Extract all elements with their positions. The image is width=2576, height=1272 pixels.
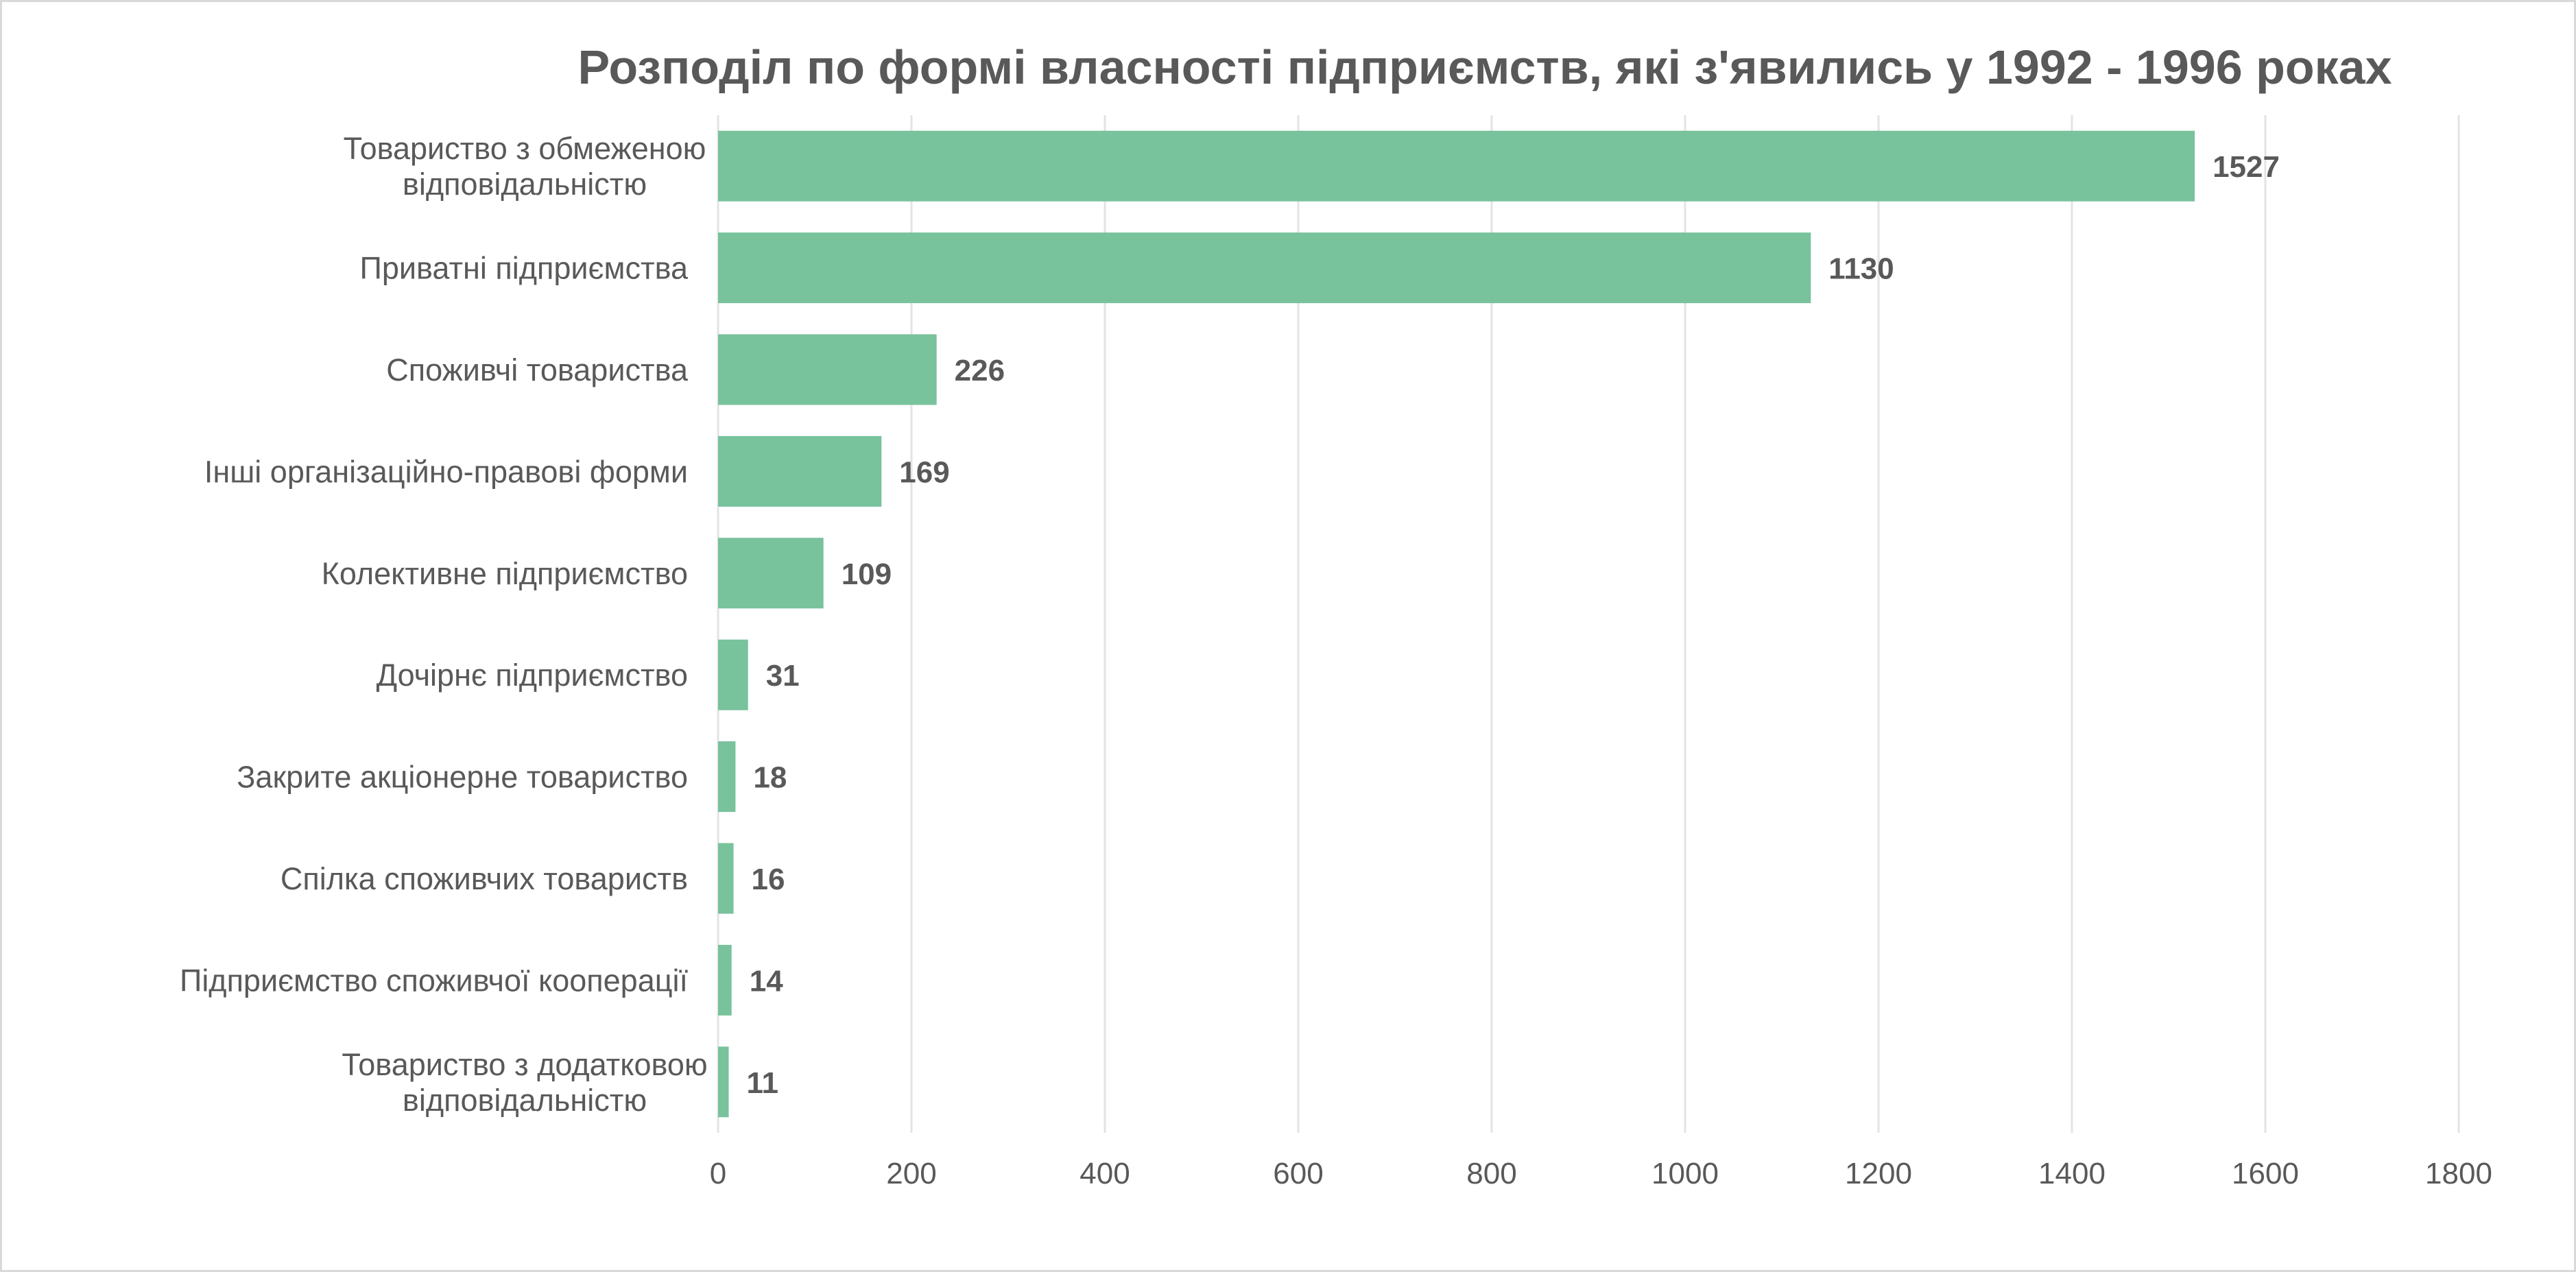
category-label: Підприємство споживчої кооперації: [180, 963, 689, 998]
category-label: Закрите акціонерне товариство: [237, 760, 688, 795]
data-labels: 1527 1130 226 169 109 31 18 16 14 11: [747, 150, 2280, 1100]
bar: [718, 130, 2195, 202]
data-label: 226: [955, 354, 1005, 387]
data-label: 109: [842, 557, 892, 591]
category-label: Колективне підприємство: [322, 556, 688, 591]
category-label: Споживчі товариства: [386, 352, 689, 387]
chart-title: Розподіл по формі власності підприємств,…: [577, 40, 2392, 94]
x-tick-label: 200: [886, 1157, 936, 1190]
category-label: Приватні підприємства: [360, 251, 689, 286]
data-label: 169: [899, 455, 949, 489]
category-label: Дочірнє підприємство: [377, 658, 688, 693]
data-label: 14: [750, 964, 783, 998]
bar: [718, 639, 748, 710]
x-tick-label: 800: [1466, 1157, 1516, 1190]
category-label: Інші організаційно-правові форми: [204, 454, 688, 489]
bar: [718, 334, 937, 405]
bar: [718, 741, 736, 813]
x-tick-label: 1200: [1845, 1157, 1912, 1190]
bar: [718, 1046, 729, 1118]
data-label: 18: [753, 761, 787, 795]
x-tick-label: 1000: [1651, 1157, 1719, 1190]
x-tick-label: 400: [1080, 1157, 1130, 1190]
bar: [718, 232, 1811, 304]
bar: [718, 435, 882, 507]
bars: [718, 130, 2195, 1118]
data-label: 11: [747, 1066, 779, 1100]
category-labels: Товариство з обмеженоювідповідальністюПр…: [180, 131, 708, 1118]
category-label: Товариство з додатковою: [342, 1047, 707, 1082]
x-tick-label: 1600: [2232, 1157, 2299, 1190]
category-label: Спілка споживчих товариств: [281, 861, 688, 896]
data-label: 1527: [2213, 150, 2280, 184]
category-label: відповідальністю: [403, 167, 647, 202]
x-tick-label: 600: [1273, 1157, 1323, 1190]
data-label: 1130: [1828, 252, 1894, 286]
bar: [718, 944, 732, 1016]
x-tick-label: 1400: [2038, 1157, 2106, 1190]
x-axis-ticks: 0 200 400 600 800 1000 1200 1400 1600 1800: [710, 1157, 2492, 1190]
x-tick-label: 0: [710, 1157, 726, 1190]
bar: [718, 538, 824, 609]
data-label: 16: [752, 863, 785, 896]
data-label: 31: [766, 659, 800, 693]
bar: [718, 843, 734, 914]
category-label: Товариство з обмеженою: [344, 131, 706, 166]
x-tick-label: 1800: [2425, 1157, 2492, 1190]
category-label: відповідальністю: [403, 1083, 647, 1118]
